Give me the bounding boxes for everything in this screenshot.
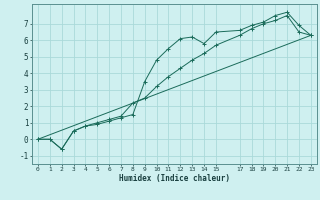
X-axis label: Humidex (Indice chaleur): Humidex (Indice chaleur) — [119, 174, 230, 183]
